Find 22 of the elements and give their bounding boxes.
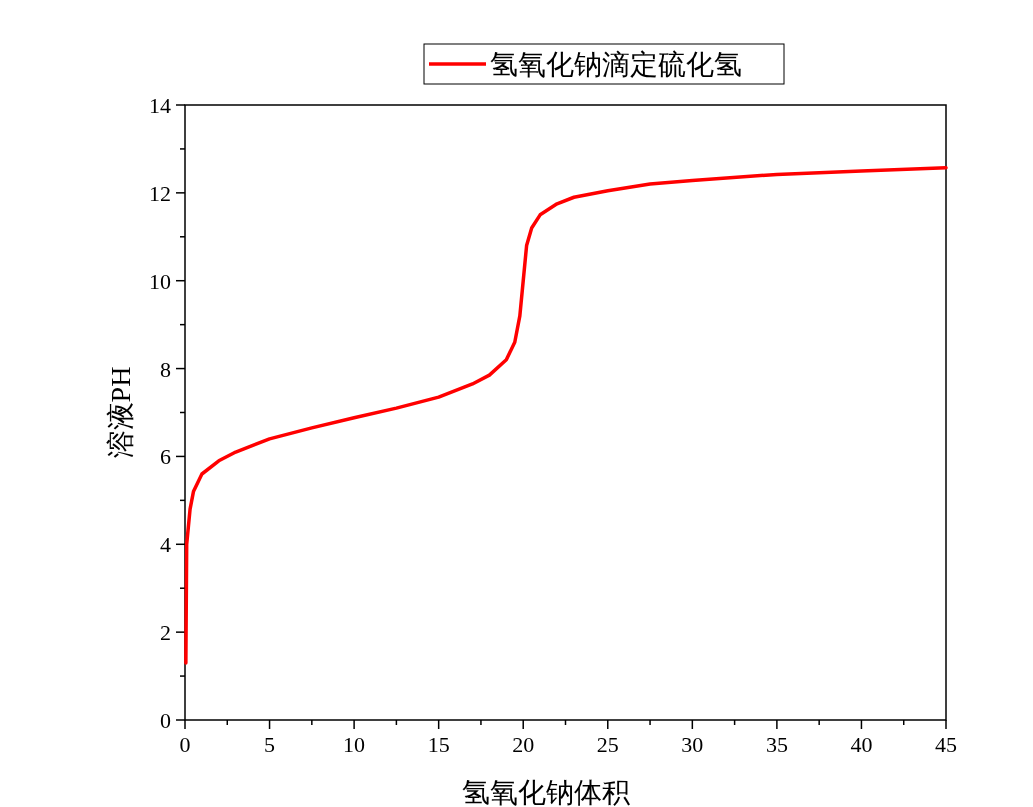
x-tick-label: 15 (427, 732, 450, 757)
y-axis-title: 溶液PH (105, 366, 136, 459)
x-tick-label: 10 (343, 732, 366, 757)
y-tick-label: 2 (160, 620, 171, 646)
y-tick-label: 6 (160, 444, 171, 470)
x-tick-label: 45 (935, 732, 957, 757)
y-tick-label: 8 (160, 356, 171, 382)
legend-label: 氢氧化钠滴定硫化氢 (490, 49, 742, 80)
y-tick-label: 4 (160, 532, 171, 558)
x-tick-label: 20 (512, 732, 535, 757)
y-tick-label: 12 (149, 180, 171, 206)
y-tick-label: 10 (149, 268, 171, 294)
y-tick-label: 0 (160, 708, 171, 733)
x-tick-label: 25 (596, 732, 619, 757)
x-tick-label: 35 (765, 732, 788, 757)
x-tick-label: 5 (264, 732, 276, 757)
x-tick-label: 40 (850, 732, 873, 757)
x-tick-label: 0 (179, 732, 191, 757)
line-series (184, 166, 948, 665)
y-tick-label: 14 (149, 93, 171, 118)
x-axis-title: 氢氧化钠体积 (461, 777, 630, 807)
x-tick-label: 30 (681, 732, 704, 757)
